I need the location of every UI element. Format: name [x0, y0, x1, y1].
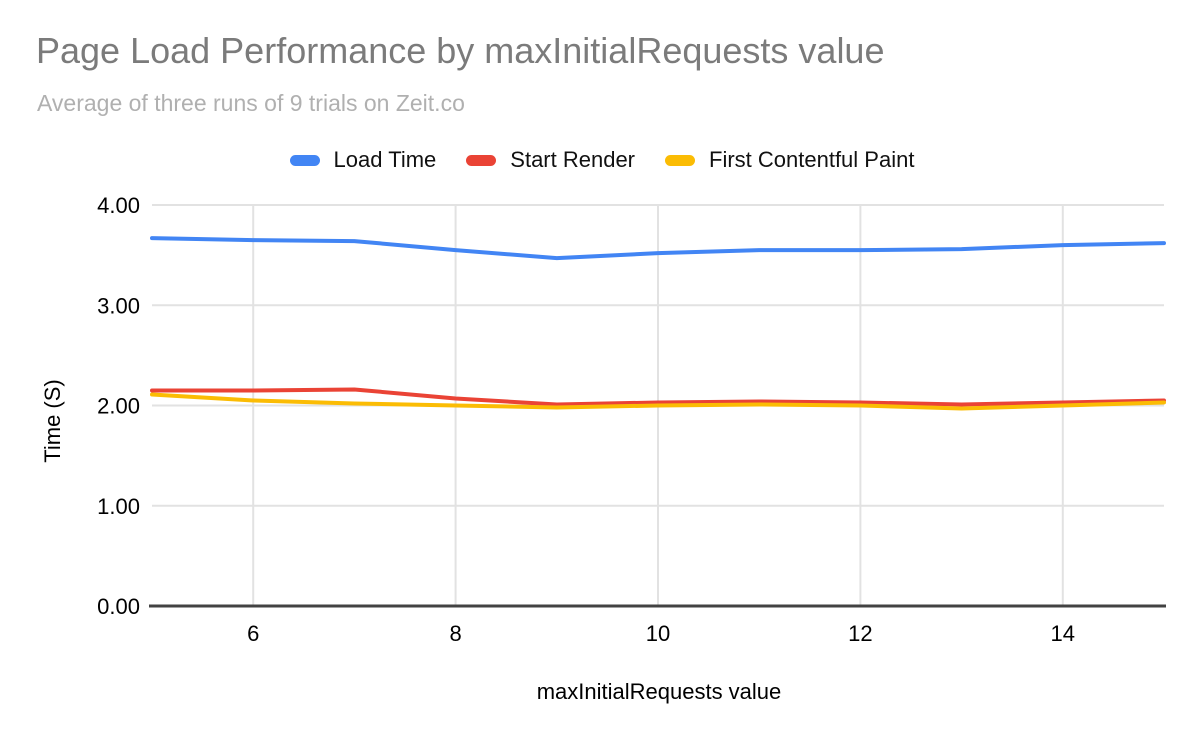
legend-swatch-load-time	[289, 154, 320, 166]
chart-subtitle: Average of three runs of 9 trials on Zei…	[37, 90, 465, 116]
series-line-first-contentful-paint	[150, 392, 1166, 411]
legend-label-first-contentful-paint: First Contentful Paint	[709, 147, 915, 172]
chart-title: Page Load Performance by maxInitialReque…	[36, 30, 885, 71]
y-axis-title: Time (S)	[40, 379, 65, 463]
x-tick-label: 10	[646, 621, 670, 646]
series-line-start-render	[150, 387, 1166, 407]
legend-item-first-contentful-paint: First Contentful Paint	[665, 147, 914, 173]
legend-label-load-time: Load Time	[333, 147, 437, 172]
series-line-load-time	[150, 236, 1166, 261]
x-tick-label: 8	[449, 621, 461, 646]
y-tick-label: 4.00	[97, 193, 140, 218]
legend-label-start-render: Start Render	[510, 147, 636, 172]
x-tick-label: 6	[247, 621, 259, 646]
x-axis-title: maxInitialRequests value	[536, 679, 782, 704]
x-tick-label: 14	[1051, 621, 1075, 646]
legend-swatch-start-render	[466, 154, 497, 166]
legend-item-load-time: Load Time	[289, 147, 437, 173]
y-tick-label: 0.00	[97, 594, 140, 619]
legend-item-start-render: Start Render	[466, 147, 635, 173]
y-tick-label: 3.00	[97, 293, 140, 318]
y-tick-label: 1.00	[97, 494, 140, 519]
legend: Load Time Start Render First Contentful Pa…	[0, 147, 1200, 173]
y-tick-label: 2.00	[97, 394, 140, 419]
legend-swatch-first-contentful-paint	[665, 154, 696, 166]
x-tick-label: 12	[848, 621, 872, 646]
